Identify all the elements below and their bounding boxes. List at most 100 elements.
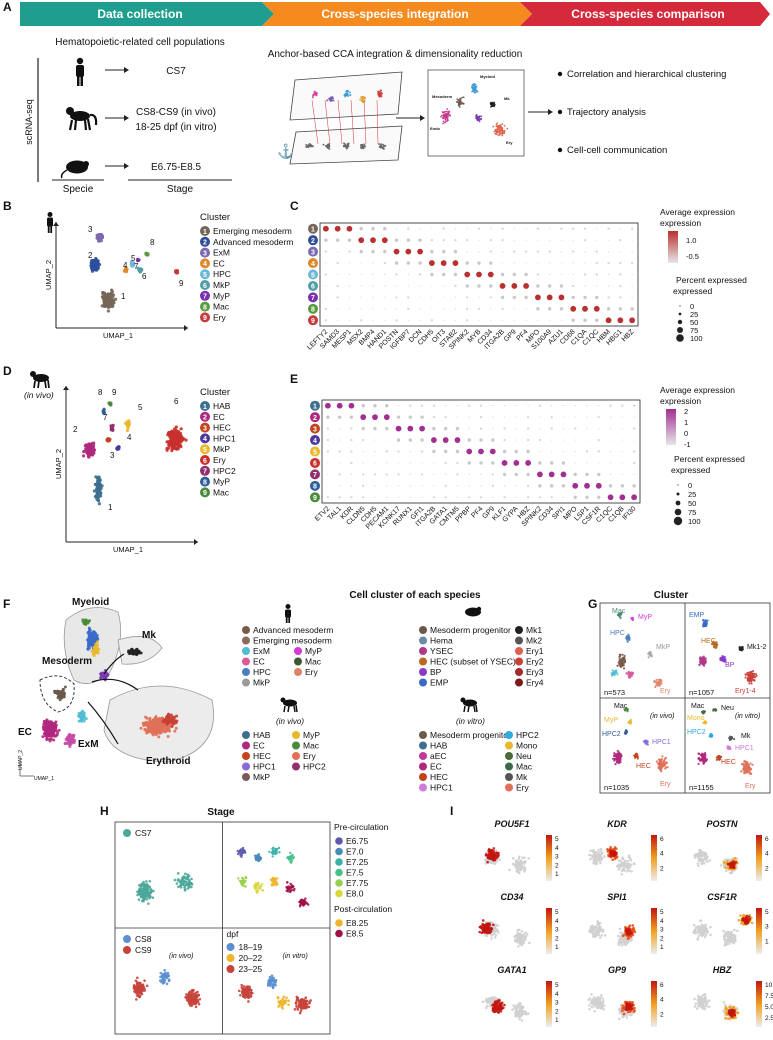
expression-dot (503, 427, 506, 430)
expression-dot (479, 496, 483, 499)
row-badge (308, 315, 318, 326)
expression-dot (598, 462, 600, 464)
expression-dot (621, 404, 624, 407)
monkey-limbs (68, 113, 98, 131)
expression-dot (384, 285, 386, 287)
expression-dot (632, 450, 636, 453)
expression-dot (607, 227, 610, 230)
data-point (655, 760, 659, 763)
scatter-mesoderm (53, 685, 67, 702)
data-point (626, 640, 629, 643)
expression-dot (335, 238, 340, 242)
expression-dot (397, 473, 400, 476)
data-point (314, 91, 317, 94)
scatter-mouse-stage (269, 876, 279, 887)
expression-dot (348, 402, 355, 409)
cell-count: n=573 (604, 688, 625, 697)
mouse-icon (60, 160, 89, 179)
mini-scatter (630, 616, 635, 621)
expression-dot (597, 472, 601, 477)
expression-dot (407, 296, 410, 299)
expression-dot (419, 319, 421, 321)
data-point (623, 659, 627, 662)
data-point (108, 293, 112, 297)
expression-dot (349, 415, 354, 419)
data-point (706, 619, 709, 622)
expression-dot (632, 461, 636, 465)
data-point (658, 678, 661, 681)
data-point (478, 119, 481, 122)
expression-dot (420, 404, 424, 407)
data-point (175, 714, 179, 718)
data-point (363, 99, 366, 102)
expression-dot (360, 296, 362, 298)
legend-label: Ery (516, 783, 530, 793)
expression-dot (492, 416, 494, 418)
expression-dot (513, 250, 516, 253)
legend-badge (200, 269, 210, 280)
data-point (182, 875, 186, 878)
expression-dot (501, 251, 504, 253)
expression-dot (338, 473, 341, 476)
expression-dot (373, 404, 377, 408)
expression-dot (419, 308, 421, 310)
expression-dot (574, 450, 576, 453)
expression-dot (632, 404, 636, 407)
data-point (663, 759, 666, 762)
cluster-number: 2 (88, 251, 93, 260)
mini-cluster (475, 113, 483, 123)
expression-dot (526, 449, 530, 454)
expression-dot (350, 427, 353, 430)
data-point (164, 975, 167, 978)
expression-dot (571, 295, 575, 300)
data-point (363, 96, 366, 99)
expression-dot (443, 319, 445, 321)
row-badge (308, 292, 318, 303)
data-point (106, 672, 110, 676)
expression-dot (466, 238, 469, 242)
data-point (751, 674, 754, 677)
expression-dot (584, 285, 586, 287)
data-point (239, 993, 242, 997)
data-point (751, 676, 754, 679)
scatter-23-25 (293, 995, 312, 1015)
legend-label: Ery (213, 312, 227, 322)
expression-dot (336, 261, 339, 265)
colorbar (668, 231, 678, 263)
mini-scatter (708, 732, 714, 739)
expression-dot (350, 496, 353, 499)
expression-dot (573, 495, 577, 499)
data-point (613, 754, 616, 757)
legend-label: Mesoderm progenitor (430, 730, 511, 740)
data-point (269, 979, 272, 983)
region-label: Mk (142, 630, 156, 641)
mini-scatter (697, 751, 708, 765)
size-legend-label: 50 (690, 318, 698, 327)
expression-dot (359, 227, 363, 231)
legend-badge (200, 247, 210, 258)
expression-dot (362, 438, 365, 442)
expression-dot (559, 284, 564, 288)
expression-dot (325, 262, 327, 264)
expression-dot (386, 496, 388, 498)
data-point (96, 483, 100, 488)
data-point (721, 654, 724, 658)
data-point (246, 993, 249, 996)
scatter-mouse-stage (253, 853, 263, 863)
data-point (751, 670, 755, 673)
data-point (138, 890, 141, 894)
data-point (268, 975, 272, 979)
legend-swatch (242, 668, 250, 676)
stage-monkey-vitro: 18-25 dpf (in vitro) (135, 122, 216, 133)
expression-dot (336, 296, 339, 299)
expression-dot (609, 404, 612, 407)
expression-dot (395, 273, 398, 276)
legend-swatch (242, 647, 250, 655)
data-point (100, 235, 104, 239)
expression-dot (432, 404, 436, 407)
cluster-label: HEC (636, 763, 651, 770)
data-point (186, 873, 190, 876)
data-point (496, 122, 498, 125)
data-point (136, 893, 139, 897)
data-point (241, 846, 245, 850)
